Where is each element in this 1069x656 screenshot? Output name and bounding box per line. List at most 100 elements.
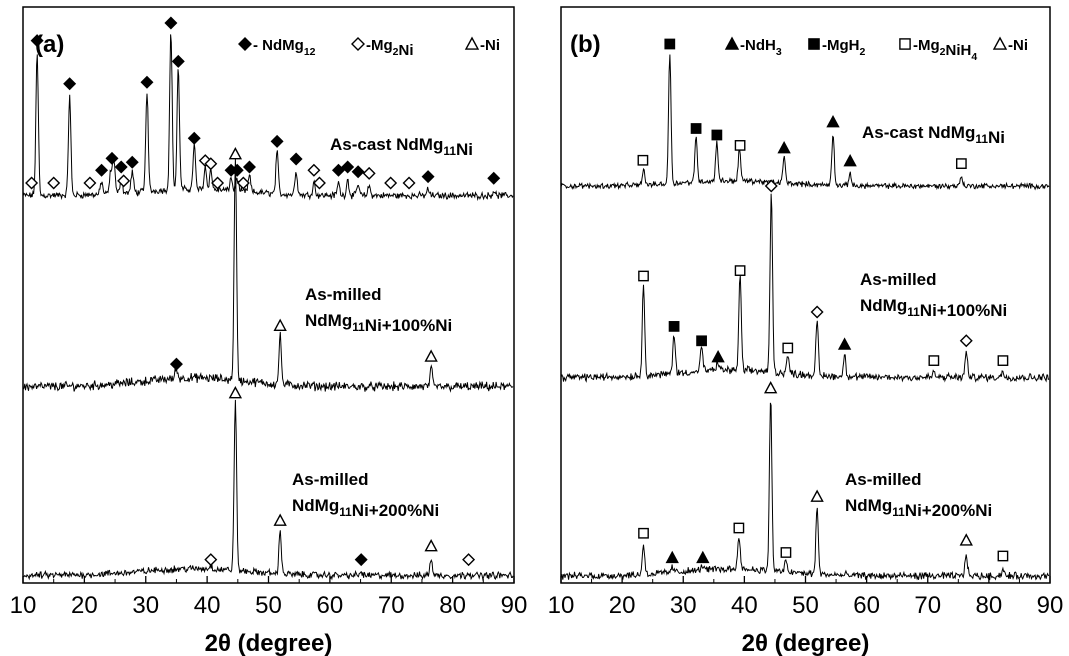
peak-marker-filled-diamond (331, 163, 345, 177)
peak-marker-open-triangle (228, 147, 243, 160)
peak-marker-filled-diamond (63, 77, 77, 91)
peak-marker-open-square (997, 355, 1009, 366)
series-label: NdMg11Ni+200%Ni (292, 496, 439, 520)
peak-marker-open-triangle (810, 489, 824, 502)
peak-marker-open-diamond (83, 176, 97, 190)
peak-marker-filled-square (696, 335, 707, 347)
series-label: As-milled (860, 270, 937, 289)
peak-marker-open-diamond (384, 176, 398, 190)
peak-marker-filled-diamond (114, 160, 128, 174)
x-tick-label: 90 (1037, 592, 1064, 619)
peak-marker-filled-triangle (826, 115, 840, 128)
peak-marker-open-square (733, 522, 745, 534)
peak-marker-open-square (638, 527, 649, 539)
peak-marker-open-triangle (228, 386, 243, 399)
peak-marker-filled-diamond (270, 134, 284, 148)
peak-marker-open-diamond (204, 553, 218, 567)
legend-marker-filled-triangle (724, 36, 740, 50)
peak-marker-filled-diamond (171, 54, 185, 68)
x-tick-label: 80 (976, 592, 1003, 619)
peak-marker-open-square (734, 140, 746, 151)
x-tick-label: 20 (71, 592, 98, 619)
peak-marker-open-triangle (763, 381, 778, 394)
peak-marker-filled-diamond (230, 163, 244, 177)
panel-label: (b) (570, 31, 601, 58)
peak-marker-open-square (928, 355, 940, 366)
x-tick-label: 30 (670, 592, 697, 619)
legend-marker-open-square (899, 38, 911, 50)
peak-marker-open-diamond (362, 166, 376, 180)
series-label: NdMg11Ni+200%Ni (845, 496, 992, 520)
peak-marker-filled-diamond (487, 171, 501, 185)
peak-marker-filled-triangle (711, 350, 725, 363)
legend-marker-open-diamond (351, 37, 365, 51)
peak-marker-open-triangle (273, 318, 287, 331)
peak-marker-open-triangle (959, 533, 973, 546)
peak-marker-open-square (780, 547, 792, 558)
x-tick-label: 20 (609, 592, 636, 619)
legend-entry: - NdMg12 (253, 37, 316, 58)
xrd-trace (23, 399, 514, 582)
peak-marker-filled-diamond (354, 553, 368, 567)
peak-marker-open-triangle (273, 513, 287, 526)
xrd-trace (22, 34, 514, 202)
peak-marker-open-diamond (462, 553, 476, 567)
x-tick-label: 60 (853, 592, 880, 619)
peak-marker-open-square (734, 265, 746, 276)
x-tick-label: 90 (501, 592, 528, 619)
peak-marker-filled-square (690, 123, 702, 134)
peak-marker-open-diamond (810, 305, 824, 319)
x-tick-label: 50 (792, 592, 819, 619)
peak-marker-filled-square (711, 129, 723, 141)
xrd-trace (22, 158, 514, 393)
series-label: NdMg11Ni+100%Ni (305, 311, 452, 335)
legend-marker-filled-diamond (238, 37, 252, 51)
peak-marker-open-diamond (312, 176, 326, 190)
peak-marker-filled-diamond (140, 75, 154, 89)
legend-marker-open-triangle (464, 36, 480, 50)
xrd-trace (560, 193, 1050, 383)
peak-marker-open-square (997, 550, 1009, 562)
x-tick-label: 60 (317, 592, 344, 619)
series-label: As-cast NdMg11Ni (862, 123, 1005, 147)
peak-marker-open-diamond (25, 176, 39, 190)
peak-marker-filled-square (664, 38, 676, 50)
xrd-trace (560, 402, 1050, 581)
x-axis-label: 2θ (degree) (205, 630, 333, 656)
legend-entry: -MgH2 (822, 37, 866, 58)
peak-marker-filled-diamond (421, 170, 435, 184)
legend-entry: -Mg2Ni (366, 37, 414, 59)
peak-marker-filled-triangle (843, 154, 857, 167)
peak-marker-open-square (637, 154, 649, 166)
peak-marker-filled-diamond (242, 160, 256, 174)
peak-marker-filled-diamond (187, 131, 201, 145)
peak-marker-open-square (782, 342, 794, 354)
peak-marker-open-diamond (307, 163, 321, 177)
xrd-panel-b: 10 20 30 40 50 60 70 80 90 2θ (degree) (b) -NdH3 -Mg… (548, 6, 1064, 656)
x-tick-label: 50 (255, 592, 282, 619)
legend-entry: -Ni (480, 37, 500, 54)
xrd-trace (560, 54, 1050, 191)
x-tick-label: 10 (548, 592, 575, 619)
peak-marker-open-diamond (959, 334, 973, 348)
series-label: As-cast NdMg11Ni (330, 135, 473, 159)
peak-marker-filled-triangle (696, 550, 710, 564)
peak-marker-open-diamond (236, 176, 250, 190)
x-tick-label: 30 (132, 592, 159, 619)
peak-marker-filled-diamond (351, 165, 365, 179)
series-label: NdMg11Ni+100%Ni (860, 296, 1007, 320)
peak-marker-open-triangle (424, 539, 438, 552)
series-label: As-milled (305, 285, 382, 304)
legend-entry: -Mg2NiH4 (913, 37, 977, 63)
peak-marker-open-triangle (424, 349, 438, 362)
peak-marker-filled-diamond (125, 155, 139, 169)
x-tick-label: 80 (439, 592, 466, 619)
peak-marker-filled-diamond (341, 160, 355, 174)
peak-marker-open-square (638, 270, 649, 282)
x-tick-label: 70 (914, 592, 941, 619)
peak-marker-filled-triangle (777, 141, 791, 154)
peak-marker-filled-diamond (30, 34, 44, 48)
x-tick-label: 10 (10, 592, 37, 619)
